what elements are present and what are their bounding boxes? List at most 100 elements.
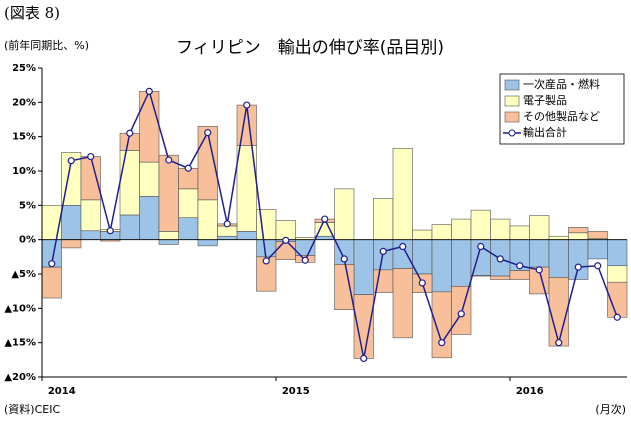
bar <box>158 154 179 232</box>
total-point <box>106 227 114 235</box>
bar <box>548 235 569 240</box>
legend-swatch <box>504 79 520 91</box>
y-tick-label: ▲10% <box>4 303 36 314</box>
bar <box>139 91 160 163</box>
bar <box>61 205 82 240</box>
bar <box>334 264 355 311</box>
total-point <box>145 87 153 95</box>
bar <box>197 239 218 247</box>
bar <box>607 239 628 267</box>
bar <box>314 235 335 240</box>
bar <box>197 126 218 201</box>
chart-title: フィリピン 輸出の伸び率(品目別) <box>176 38 444 58</box>
bar <box>470 209 491 240</box>
x-tick-label: 2014 <box>48 386 76 397</box>
total-point <box>321 215 329 223</box>
x-tick-label: 2016 <box>516 386 544 397</box>
total-point <box>594 262 602 270</box>
bar <box>607 265 628 283</box>
total-point <box>67 157 75 165</box>
bar <box>158 239 179 245</box>
bar <box>41 205 62 240</box>
bar <box>353 239 374 295</box>
total-point <box>516 262 524 270</box>
bar <box>392 268 413 339</box>
total-point <box>243 101 251 109</box>
bar <box>236 231 257 240</box>
bar <box>568 239 589 280</box>
total-point <box>438 339 446 347</box>
bar <box>236 104 257 146</box>
legend-label: 輸出合計 <box>523 125 567 139</box>
bar <box>548 239 569 278</box>
bar <box>197 199 218 240</box>
bar <box>217 225 238 237</box>
bar <box>490 218 511 240</box>
total-point <box>613 313 621 321</box>
bar <box>431 224 452 240</box>
bar <box>568 227 589 234</box>
bar <box>548 277 569 347</box>
bar <box>275 241 296 260</box>
bar <box>139 161 160 197</box>
bar <box>119 150 140 216</box>
total-point <box>48 260 56 268</box>
bar <box>412 229 433 240</box>
total-point <box>360 354 368 363</box>
total-point <box>457 310 465 318</box>
source: (資料)CEIC <box>4 402 60 416</box>
total-point <box>399 242 407 251</box>
legend-swatch <box>504 111 520 123</box>
bar <box>568 232 589 240</box>
bar <box>217 235 238 240</box>
bar <box>61 239 82 249</box>
legend-label: 一次産品・燃料 <box>523 77 600 91</box>
y-tick-label: 5% <box>19 200 36 211</box>
bar <box>431 239 452 293</box>
total-point <box>574 263 582 271</box>
y-tick-label: 25% <box>12 63 36 74</box>
total-point <box>340 255 348 263</box>
bar <box>139 196 160 240</box>
total-point <box>204 128 212 137</box>
legend-label: その他製品など <box>523 109 600 123</box>
bar <box>509 225 530 240</box>
bar <box>178 217 199 240</box>
total-point <box>184 164 192 172</box>
bar <box>119 214 140 240</box>
bar <box>178 188 199 218</box>
bar <box>587 231 608 239</box>
bar <box>451 218 472 240</box>
bar <box>334 188 355 240</box>
total-point <box>126 129 134 137</box>
bar <box>509 270 530 280</box>
bar <box>80 156 101 201</box>
total-point <box>165 156 173 164</box>
bar <box>451 239 472 287</box>
bar <box>587 239 608 260</box>
bar <box>41 266 62 299</box>
bar <box>80 230 101 240</box>
total-point <box>379 247 387 255</box>
y-tick-label: ▲15% <box>4 338 36 349</box>
bar <box>470 275 491 277</box>
legend-swatch <box>504 95 520 107</box>
y-tick-label: ▲20% <box>4 372 36 383</box>
total-point <box>555 339 563 347</box>
total-point <box>496 255 504 263</box>
y-tick-label: 10% <box>12 166 36 177</box>
total-point <box>418 279 426 287</box>
bar <box>529 239 550 268</box>
y-tick-label: 20% <box>12 97 36 108</box>
page-label: (図表 8) <box>4 4 60 22</box>
bar <box>373 198 394 240</box>
legend-label: 電子製品 <box>523 93 567 107</box>
bar <box>158 231 179 240</box>
bar <box>431 291 452 359</box>
total-point <box>223 220 231 228</box>
legend-marker <box>508 129 516 137</box>
total-point <box>282 236 290 244</box>
frequency-label: (月次) <box>595 402 626 416</box>
bar <box>529 215 550 240</box>
